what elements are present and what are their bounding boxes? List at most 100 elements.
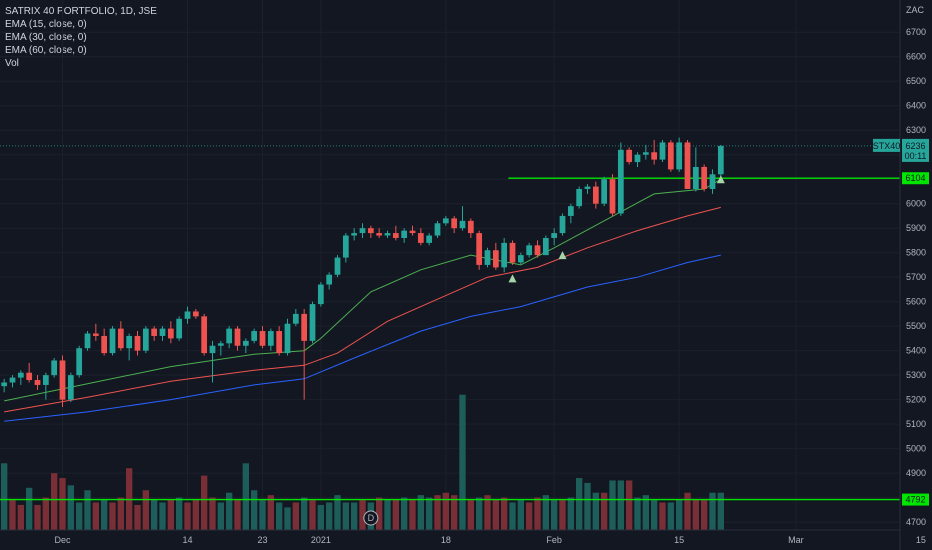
candle[interactable] — [176, 318, 183, 339]
candle[interactable] — [34, 380, 41, 385]
legend-vol[interactable]: Vol — [5, 58, 19, 69]
candle[interactable] — [242, 340, 249, 346]
candle[interactable] — [509, 242, 516, 263]
candle[interactable] — [434, 223, 441, 236]
candle[interactable] — [309, 304, 316, 341]
candle[interactable] — [134, 335, 141, 351]
candle[interactable] — [701, 166, 708, 189]
candle[interactable] — [584, 186, 591, 189]
volume-bar — [684, 492, 691, 530]
candle[interactable] — [417, 233, 424, 243]
candle[interactable] — [51, 360, 58, 376]
candle[interactable] — [676, 142, 683, 170]
candle[interactable] — [84, 333, 91, 349]
candle[interactable] — [234, 328, 241, 346]
candle[interactable] — [1, 382, 8, 387]
candle[interactable] — [317, 284, 324, 305]
candle[interactable] — [201, 316, 208, 354]
candle[interactable] — [217, 343, 224, 346]
candle[interactable] — [601, 179, 608, 204]
y-tick-label: 6400 — [906, 101, 926, 111]
candle[interactable] — [567, 206, 574, 216]
candle[interactable] — [617, 149, 624, 214]
candle[interactable] — [142, 328, 149, 351]
candle[interactable] — [259, 331, 266, 346]
candle[interactable] — [109, 328, 116, 354]
candle[interactable] — [484, 250, 491, 265]
candle[interactable] — [426, 235, 433, 243]
candle[interactable] — [459, 220, 466, 229]
candle[interactable] — [659, 142, 666, 160]
dividend-marker[interactable] — [363, 510, 379, 526]
legend-ema60[interactable]: EMA (60, close, 0) — [5, 45, 87, 56]
candle[interactable] — [159, 328, 166, 336]
candle[interactable] — [692, 166, 699, 189]
candle[interactable] — [301, 313, 308, 341]
candle[interactable] — [326, 274, 333, 285]
candle[interactable] — [534, 245, 541, 256]
candle[interactable] — [651, 152, 658, 160]
candle[interactable] — [367, 228, 374, 234]
candle[interactable] — [292, 313, 299, 324]
candle[interactable] — [684, 142, 691, 189]
candle[interactable] — [476, 233, 483, 265]
candle[interactable] — [167, 328, 174, 339]
time-axis[interactable] — [0, 530, 900, 550]
hline-tag-label: 4792 — [905, 495, 925, 505]
candle[interactable] — [384, 233, 391, 236]
candle[interactable] — [351, 233, 358, 236]
candle[interactable] — [101, 335, 108, 354]
legend-ema30[interactable]: EMA (30, close, 0) — [5, 32, 87, 43]
candle[interactable] — [526, 245, 533, 256]
candle[interactable] — [192, 311, 199, 317]
candle[interactable] — [226, 328, 233, 344]
candle[interactable] — [26, 372, 33, 381]
candle[interactable] — [284, 323, 291, 354]
candle[interactable] — [59, 360, 66, 400]
candle[interactable] — [209, 345, 216, 354]
candle[interactable] — [492, 250, 499, 268]
volume-bar — [17, 504, 24, 530]
candle[interactable] — [42, 375, 49, 385]
candle[interactable] — [334, 257, 341, 275]
candle[interactable] — [342, 235, 349, 258]
candle[interactable] — [267, 331, 274, 346]
candle[interactable] — [67, 375, 74, 400]
candle[interactable] — [126, 335, 133, 349]
candle[interactable] — [559, 215, 566, 234]
candle[interactable] — [442, 218, 449, 224]
candle[interactable] — [626, 149, 633, 163]
candle[interactable] — [376, 233, 383, 236]
candle[interactable] — [117, 328, 124, 349]
candle[interactable] — [451, 218, 458, 229]
candle[interactable] — [276, 331, 283, 354]
candle[interactable] — [401, 230, 408, 238]
candle[interactable] — [251, 331, 258, 341]
candle[interactable] — [592, 186, 599, 204]
candle[interactable] — [667, 142, 674, 170]
candle[interactable] — [392, 233, 399, 238]
candle[interactable] — [501, 242, 508, 268]
candle[interactable] — [184, 311, 191, 319]
candle[interactable] — [634, 154, 641, 163]
candle[interactable] — [709, 174, 716, 189]
candle[interactable] — [642, 152, 649, 155]
candle[interactable] — [409, 230, 416, 234]
candle[interactable] — [17, 372, 24, 378]
candle[interactable] — [467, 220, 474, 234]
price-axis[interactable] — [900, 0, 932, 550]
legend-ema15[interactable]: EMA (15, close, 0) — [5, 19, 87, 30]
candle[interactable] — [151, 328, 158, 336]
candle[interactable] — [359, 228, 366, 234]
candle[interactable] — [9, 377, 16, 383]
candle[interactable] — [542, 237, 549, 256]
candle[interactable] — [551, 233, 558, 238]
candle[interactable] — [76, 348, 83, 376]
candle[interactable] — [609, 179, 616, 214]
legend-title[interactable]: SATRIX 40 PORTFOLIO, 1D, JSE — [5, 6, 157, 17]
candle[interactable] — [576, 189, 583, 207]
candle[interactable] — [517, 255, 524, 263]
candle[interactable] — [717, 145, 724, 175]
candle[interactable] — [92, 333, 99, 336]
